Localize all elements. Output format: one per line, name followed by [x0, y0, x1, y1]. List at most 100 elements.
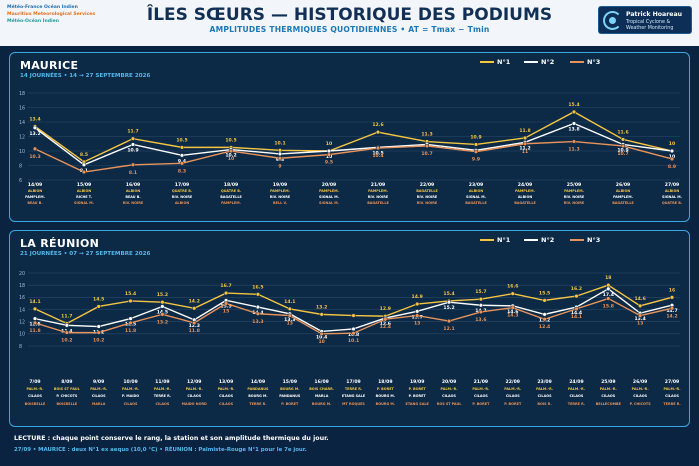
- y-tick-label: 6: [19, 178, 22, 184]
- data-point: [96, 324, 101, 329]
- data-point: [277, 151, 283, 157]
- chart-subtitle: 14 JOURNÉES • 14 → 27 SEPTEMBRE 2026: [20, 73, 151, 79]
- data-label: 10.5: [225, 137, 236, 143]
- data-point: [620, 143, 626, 149]
- x-tick-label: 18/09: [224, 182, 238, 188]
- data-label: 10: [228, 156, 234, 162]
- data-label: 13: [414, 321, 420, 327]
- station-label: ALBION: [77, 189, 92, 193]
- source-meteo-oi: Météo-Océan Indien: [7, 19, 60, 24]
- y-tick-label: 18: [19, 283, 25, 289]
- station-label: PALM.-R.: [600, 387, 617, 391]
- x-tick-label: 8/09: [61, 379, 72, 385]
- station-label: ETANG SALE: [342, 394, 366, 398]
- data-label: 18: [605, 275, 611, 281]
- data-point: [574, 306, 579, 312]
- station-label: PALM.-R.: [632, 387, 649, 391]
- data-point: [277, 148, 283, 153]
- data-point: [32, 316, 38, 321]
- data-label: 10.4: [372, 153, 383, 159]
- station-label: PALM.-R.: [27, 387, 44, 391]
- station-label: TERRE R.: [568, 402, 585, 406]
- x-tick-label: 13/09: [219, 379, 233, 385]
- y-tick-label: 20: [19, 271, 25, 277]
- station-label: BOISRELLE: [25, 402, 46, 406]
- panel-la-reunion: 8 10 12 14 16 18 20 14.1 11.7 14.5 15.4 15.2 14.2 16.…: [9, 230, 690, 427]
- data-point: [424, 143, 430, 149]
- station-label: RIV. NOIRE: [368, 195, 389, 199]
- data-label: 11.7: [127, 129, 138, 135]
- data-label: 11.6: [617, 129, 628, 135]
- data-point: [160, 300, 165, 305]
- cyclone-icon: [603, 11, 622, 30]
- data-point: [64, 330, 69, 335]
- data-label: 10.9: [470, 134, 481, 140]
- station-label: BOISRELLE: [56, 402, 77, 406]
- station-label: PALM.-R.: [154, 387, 171, 391]
- data-point: [571, 109, 577, 114]
- data-point: [473, 149, 479, 154]
- data-label: 10.9: [127, 147, 138, 153]
- station-label: CILAOS: [92, 394, 106, 398]
- data-label: 11.3: [568, 147, 579, 153]
- data-point: [510, 291, 515, 296]
- legend-item-second: N°2: [524, 58, 554, 66]
- data-label: 10.7: [617, 151, 628, 157]
- station-label: ALBION: [665, 189, 680, 193]
- chart-maurice: 6 8 10 12 14 16 18 13.4 8.5 11.7 10.5 10.5 10.1 10 12.…: [19, 91, 682, 205]
- station-label: CILAOS: [187, 394, 201, 398]
- data-point: [522, 141, 528, 146]
- data-label: 11.8: [29, 328, 40, 334]
- data-label: 10.9: [617, 147, 628, 153]
- x-tick-label: 26/09: [633, 379, 647, 385]
- y-tick-label: 8: [19, 344, 22, 350]
- data-point: [160, 304, 165, 309]
- data-point: [351, 313, 356, 318]
- station-label: PALM.-R.: [90, 387, 107, 391]
- data-point: [255, 311, 261, 316]
- x-tick-label: 24/09: [518, 182, 532, 188]
- x-tick-label: 19/09: [410, 379, 424, 385]
- data-point: [130, 136, 136, 141]
- data-point: [160, 312, 165, 317]
- data-label: 8.3: [178, 168, 186, 174]
- panel-maurice: 6 8 10 12 14 16 18 13.4 8.5 11.7 10.5 10.5 10.1 10 12.…: [9, 52, 690, 222]
- station-label: BEAU B.: [27, 201, 42, 205]
- legend-item-first: N°1: [480, 58, 510, 66]
- page-title: ÎLES SŒURS — HISTORIQUE DES PODIUMS: [146, 5, 553, 25]
- station-label: BELLECOMBE: [596, 402, 622, 406]
- data-label: 15.2: [157, 292, 168, 298]
- station-label: CILAOS: [570, 394, 584, 398]
- station-label: ALBION: [616, 189, 631, 193]
- y-tick-label: 10: [19, 332, 25, 338]
- data-point: [446, 318, 452, 324]
- station-label: P. BORET: [472, 402, 490, 406]
- station-label: CILAOS: [665, 394, 679, 398]
- data-label: 12.3: [189, 323, 200, 329]
- data-point: [32, 125, 38, 130]
- x-tick-label: 27/09: [665, 379, 679, 385]
- data-point: [375, 130, 381, 135]
- data-point: [255, 304, 261, 310]
- data-label: 15: [223, 308, 229, 314]
- x-tick-label: 9/09: [93, 379, 104, 385]
- data-label: 11: [522, 149, 528, 155]
- data-point: [542, 312, 547, 317]
- data-point: [638, 303, 643, 308]
- x-tick-label: 16/09: [126, 182, 140, 188]
- data-point: [542, 317, 547, 322]
- station-label: BAGATELLE: [465, 201, 487, 205]
- data-point: [192, 306, 197, 311]
- data-label: 14.1: [571, 314, 582, 320]
- y-tick-label: 16: [19, 295, 25, 301]
- data-point: [571, 139, 577, 144]
- data-label: 11.8: [125, 328, 136, 334]
- station-label: CILAOS: [219, 394, 233, 398]
- data-point: [574, 293, 579, 299]
- data-label: 10.2: [225, 153, 236, 159]
- data-label: 16.7: [220, 283, 231, 289]
- station-label: P. BORET: [504, 402, 522, 406]
- station-label: CILAOS: [633, 394, 647, 398]
- y-tick-label: 8: [19, 163, 22, 169]
- data-point: [277, 156, 283, 161]
